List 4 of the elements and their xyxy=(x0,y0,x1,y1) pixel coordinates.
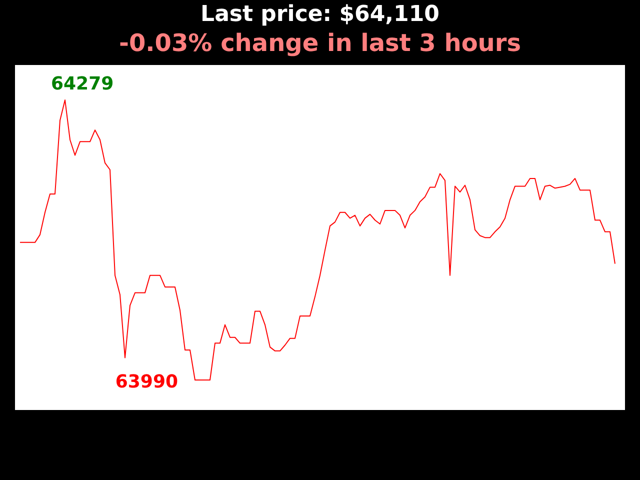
data-label: 64279 xyxy=(51,74,114,95)
data-label: 63990 xyxy=(115,372,178,393)
chart-title: Last price: $64,110 xyxy=(200,2,440,28)
chart-subtitle: -0.03% change in last 3 hours xyxy=(118,28,522,58)
